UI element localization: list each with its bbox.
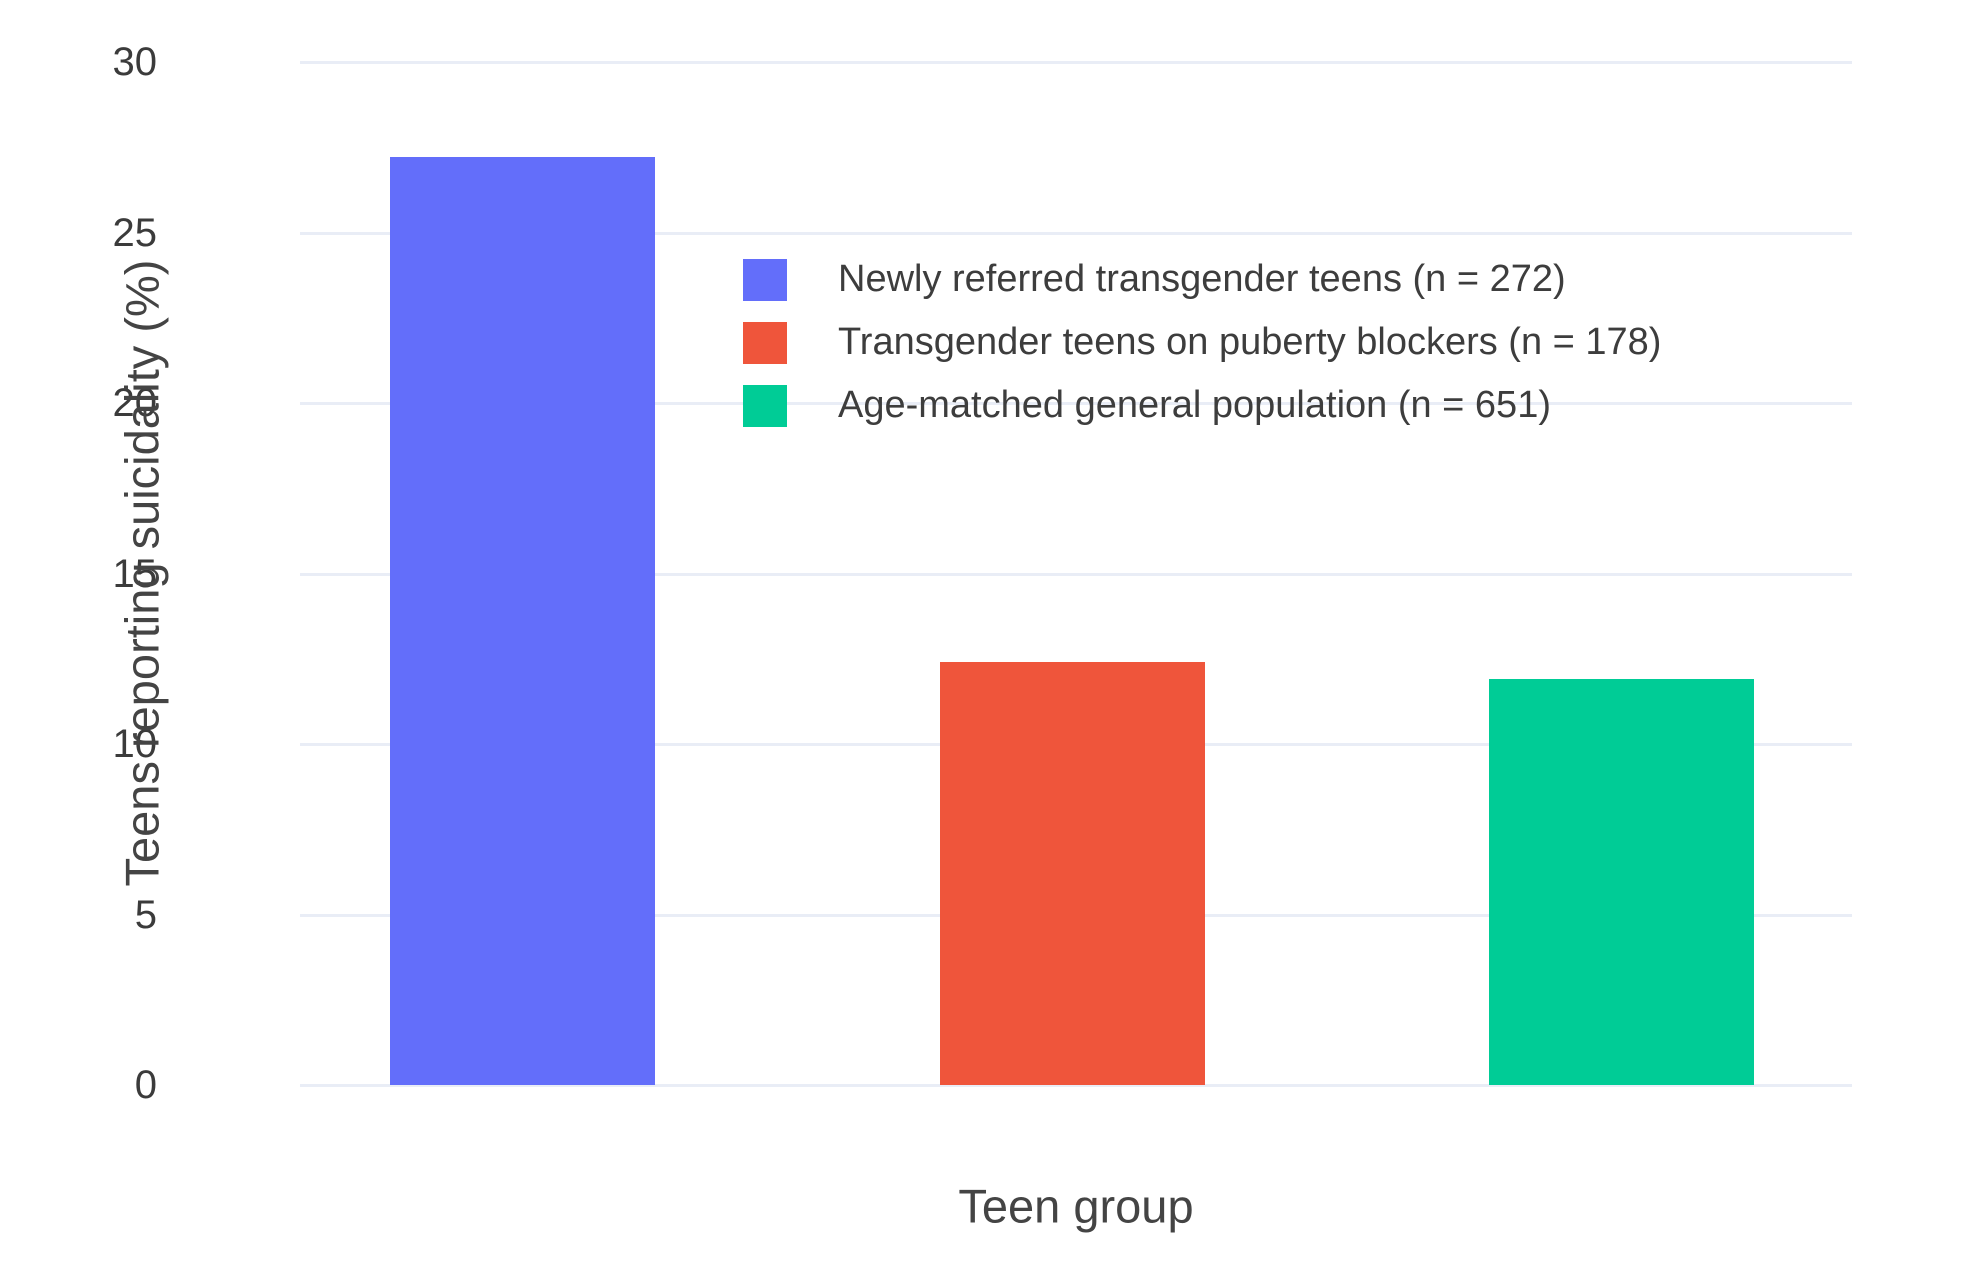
bar-0[interactable]: [390, 157, 656, 1085]
gridline-y-25: [300, 231, 1852, 235]
y-tick-label: 0: [134, 1063, 157, 1107]
gridline-y-20: [300, 402, 1852, 405]
gridline-y-0: [300, 1084, 1852, 1087]
legend-label: Newly referred transgender teens (n = 27…: [838, 258, 1566, 300]
legend-item-2[interactable]: Age-matched general population (n = 651): [743, 384, 1661, 427]
legend: Newly referred transgender teens (n = 27…: [743, 258, 1661, 447]
bars-layer: [248, 62, 1896, 1085]
y-tick-label: 5: [134, 892, 157, 937]
legend-label: Transgender teens on puberty blockers (n…: [838, 321, 1662, 363]
y-tick-label: 15: [112, 551, 158, 596]
y-tick-label: 25: [112, 210, 158, 255]
legend-label: Age-matched general population (n = 651): [838, 384, 1551, 426]
legend-swatch-icon: [743, 384, 787, 427]
legend-item-1[interactable]: Transgender teens on puberty blockers (n…: [743, 321, 1661, 364]
bar-2[interactable]: [1488, 679, 1754, 1085]
y-tick-label: 30: [112, 40, 158, 84]
y-tick-label: 10: [112, 722, 158, 766]
y-tick-label: 20: [112, 381, 158, 425]
legend-swatch-icon: [743, 321, 787, 364]
gridline-y-15: [300, 572, 1852, 576]
y-axis-title: Teens reporting suicidality (%): [115, 259, 169, 887]
bar-1[interactable]: [939, 662, 1205, 1085]
legend-swatch-icon: [743, 258, 787, 301]
legend-item-0[interactable]: Newly referred transgender teens (n = 27…: [743, 258, 1661, 301]
x-axis-title: Teen group: [958, 1179, 1194, 1233]
gridline-y-30: [300, 61, 1852, 64]
